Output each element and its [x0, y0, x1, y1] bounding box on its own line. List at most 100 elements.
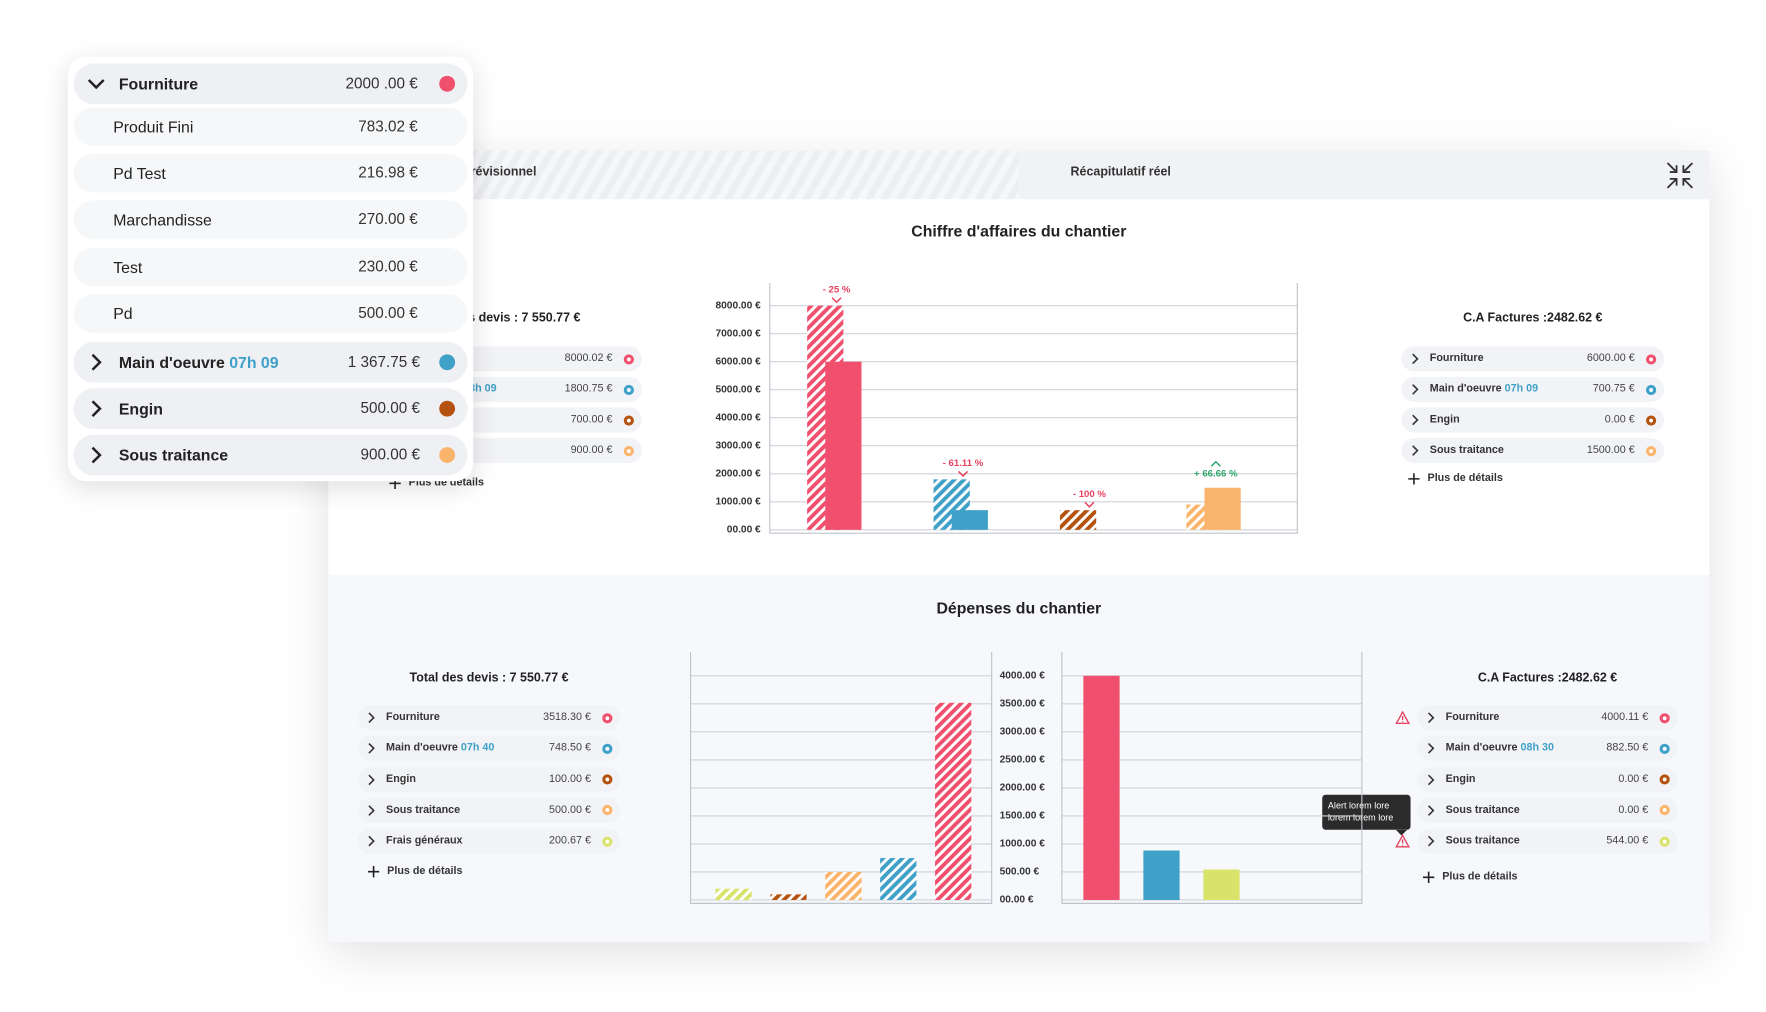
popup-row[interactable]: Marchandisse 270.00 €: [73, 200, 468, 239]
item-amount: 700.75 €: [1592, 382, 1635, 396]
dot-center: [1662, 777, 1667, 782]
list-row[interactable]: Sous traitance 1500.00 €: [1401, 438, 1665, 464]
item-name: Main d'oeuvre: [1429, 382, 1502, 396]
dot-center: [626, 387, 631, 392]
item-name: Pd: [113, 304, 133, 323]
item-amount: 700.00 €: [570, 413, 613, 426]
item-amount: 2000 .00 €: [345, 74, 418, 92]
warning-icon: [1395, 834, 1410, 848]
item-amount: 100.00 €: [549, 772, 591, 786]
item-name: Main d'oeuvre: [386, 741, 458, 755]
list-title: C.A Factures :2482.62 €: [1477, 671, 1618, 685]
chevron: [91, 446, 102, 464]
chevron: [1427, 712, 1435, 724]
item-amount: 748.50 €: [549, 741, 591, 755]
plus-icon: [1422, 871, 1435, 883]
plus: [1408, 473, 1420, 485]
dot: [439, 75, 456, 92]
collapse-icon[interactable]: [1665, 161, 1694, 190]
bar: [1083, 675, 1120, 900]
change-chevron: [1084, 501, 1095, 508]
list-row[interactable]: Engin 0.00 €: [1401, 407, 1665, 433]
popup-row[interactable]: Main d'oeuvre 07h 09 1 367.75 €: [73, 341, 468, 383]
list-row[interactable]: Fourniture 3518.30 €: [357, 705, 621, 731]
row-label: Fourniture: [1446, 705, 1500, 730]
chevron: [368, 835, 375, 847]
y-tick-label: 3000.00 €: [715, 440, 761, 451]
status-dot: [1659, 712, 1670, 723]
chevron-icon: [1427, 804, 1435, 816]
y-tick-label: 500.00 €: [1000, 867, 1040, 878]
bar: [715, 888, 752, 900]
row-label: Marchandisse: [113, 200, 212, 238]
more-link[interactable]: Plus de détails: [387, 864, 463, 878]
popup-row[interactable]: Fourniture 2000 .00 €: [73, 63, 468, 105]
row-label: Test: [113, 248, 142, 286]
bar: [825, 361, 862, 530]
dot: [439, 354, 456, 371]
dot-center: [1662, 715, 1667, 720]
more-link[interactable]: Plus de détails: [1427, 472, 1503, 485]
item-amount: 0.00 €: [1604, 413, 1635, 426]
item-name: Test: [113, 258, 143, 277]
item-amount: 1500.00 €: [1586, 443, 1635, 457]
y-tick-label: 2000.00 €: [1000, 783, 1046, 794]
row-label: Sous traitance: [386, 798, 460, 823]
item-hours: 07h 09: [229, 353, 279, 372]
plot-frame: [1061, 652, 1363, 904]
y-tick-label: 4000.00 €: [1000, 671, 1046, 682]
item-amount: 230.00 €: [358, 258, 418, 276]
dot-center: [626, 356, 631, 361]
list-row[interactable]: Frais généraux 200.67 €: [357, 828, 621, 854]
popup-row[interactable]: Test 230.00 €: [73, 247, 468, 287]
status-dot: [1659, 805, 1670, 816]
list-row[interactable]: Sous traitance 0.00 €: [1417, 797, 1678, 823]
status-dot: [439, 400, 456, 417]
list-row[interactable]: Main d'oeuvre 07h 40 748.50 €: [357, 736, 621, 762]
list-row[interactable]: Fourniture 4000.11 €: [1417, 705, 1678, 731]
popup-row[interactable]: Engin 500.00 €: [73, 388, 468, 430]
status-dot: [601, 743, 612, 754]
status-dot: [623, 445, 634, 456]
chevron: [368, 774, 375, 785]
status-dot: [601, 836, 612, 847]
popup-row[interactable]: Pd 500.00 €: [73, 294, 468, 333]
item-amount: 200.67 €: [549, 834, 591, 847]
row-label: Frais généraux: [386, 829, 463, 854]
category-popup: Fourniture 2000 .00 € Produit Fini 783.02 €…: [67, 56, 474, 482]
status-dot: [1645, 384, 1656, 395]
list-row[interactable]: Main d'oeuvre 07h 09 700.75 €: [1401, 376, 1665, 402]
item-amount: 0.00 €: [1618, 772, 1649, 786]
row-label: Produit Fini: [113, 108, 193, 146]
row-label: Fourniture: [119, 63, 198, 104]
bar: [1204, 487, 1241, 530]
list-row[interactable]: Sous traitance 500.00 €: [357, 797, 621, 823]
y-tick-label: 3500.00 €: [1000, 699, 1046, 710]
plus-icon: [367, 866, 380, 878]
dot: [439, 400, 456, 417]
status-dot: [623, 414, 634, 426]
tab-actual: Récapitulatif réel: [1070, 165, 1171, 179]
warning-triangle: [1395, 834, 1410, 848]
tooltip-arrow: [1395, 829, 1408, 836]
row-label: Pd: [113, 294, 132, 332]
y-tick-label: 2500.00 €: [1000, 755, 1046, 766]
item-name: Frais généraux: [386, 834, 463, 847]
list-row[interactable]: Sous traitance 544.00 €: [1417, 828, 1678, 854]
dot-center: [1648, 356, 1653, 361]
item-name: Main d'oeuvre: [1445, 741, 1518, 755]
chevron-icon: [368, 835, 375, 847]
popup-row[interactable]: Pd Test 216.98 €: [73, 153, 468, 193]
list-row[interactable]: Engin 100.00 €: [357, 766, 621, 792]
chevron: [1427, 804, 1435, 816]
list-row[interactable]: Fourniture 6000.00 €: [1401, 346, 1665, 372]
item-amount: 1 367.75 €: [347, 353, 420, 371]
popup-row[interactable]: Sous traitance 900.00 €: [73, 434, 468, 476]
item-name: Fourniture: [118, 74, 199, 93]
list-row[interactable]: Engin 0.00 €: [1417, 766, 1678, 792]
list-row[interactable]: Main d'oeuvre 08h 30 882.50 €: [1417, 736, 1678, 762]
more-link[interactable]: Plus de détails: [1442, 870, 1518, 883]
popup-row[interactable]: Produit Fini 783.02 €: [73, 107, 468, 147]
